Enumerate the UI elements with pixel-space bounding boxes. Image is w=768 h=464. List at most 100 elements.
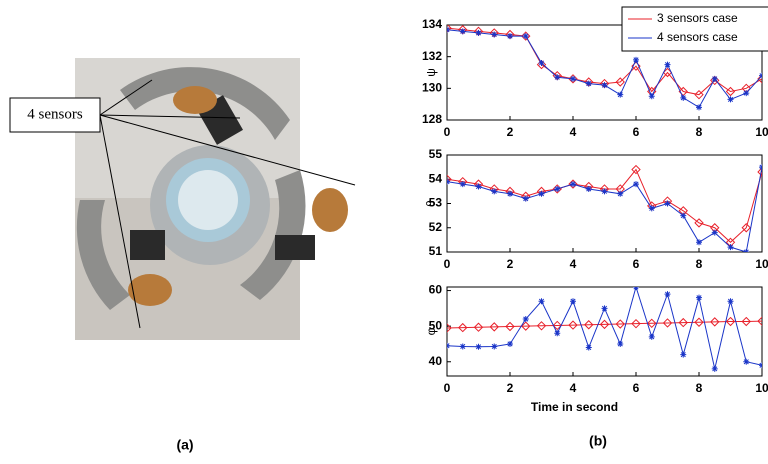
x-tick-label: 10: [755, 257, 768, 271]
marker: [615, 77, 625, 87]
marker: [759, 362, 762, 369]
y-tick-label: 53: [429, 196, 443, 210]
x-tick-label: 6: [633, 381, 640, 395]
marker: [631, 164, 641, 175]
marker: [473, 322, 484, 332]
marker: [601, 82, 608, 89]
x-tick-label: 2: [507, 257, 514, 271]
marker: [585, 185, 592, 192]
y-tick-label: 51: [429, 244, 443, 258]
marker: [759, 164, 762, 171]
y-tick-label: 50: [429, 318, 443, 332]
marker: [459, 28, 466, 35]
x-tick-label: 4: [570, 381, 577, 395]
marker: [489, 322, 499, 332]
marker: [554, 185, 561, 192]
marker: [711, 75, 718, 82]
y-axis-label: φ: [424, 327, 438, 335]
marker: [757, 316, 762, 326]
y-tick-label: 134: [422, 17, 442, 31]
marker: [633, 56, 639, 63]
marker: [505, 321, 515, 332]
marker: [680, 212, 687, 219]
marker: [617, 91, 624, 98]
marker: [536, 321, 547, 331]
marker: [507, 33, 513, 40]
marker: [648, 93, 655, 100]
marker: [584, 320, 594, 330]
series-line: [447, 320, 762, 329]
marker: [447, 178, 450, 185]
x-tick-label: 8: [696, 257, 703, 271]
marker: [570, 181, 576, 188]
y-tick-label: 130: [422, 81, 442, 95]
y-tick-label: 52: [429, 220, 443, 234]
marker: [522, 33, 529, 40]
marker: [648, 205, 655, 212]
marker: [538, 298, 545, 305]
marker: [507, 340, 513, 347]
y-axis-label: ψ: [424, 68, 438, 77]
annotation: 4 sensors: [27, 106, 83, 122]
marker: [648, 333, 655, 340]
panel-label: (a): [176, 437, 193, 453]
plot-area: [447, 164, 762, 252]
marker: [727, 244, 734, 251]
marker: [759, 72, 762, 79]
x-tick-label: 10: [755, 381, 768, 395]
marker: [696, 239, 702, 246]
marker: [727, 96, 734, 103]
marker: [694, 89, 704, 100]
marker: [491, 188, 498, 195]
x-tick-label: 8: [696, 381, 703, 395]
annotation-arrows: [99, 79, 356, 329]
marker: [521, 321, 531, 331]
marker: [554, 74, 561, 81]
x-tick-label: 2: [507, 381, 514, 395]
marker: [475, 183, 482, 190]
marker: [522, 316, 529, 323]
marker: [568, 74, 578, 84]
marker: [507, 190, 513, 197]
marker: [459, 343, 466, 350]
marker: [475, 29, 482, 36]
marker: [725, 316, 736, 327]
panel-label: (b): [589, 433, 607, 449]
marker: [647, 318, 657, 329]
marker: [757, 167, 762, 177]
marker: [757, 74, 762, 84]
plot-frame: [446, 286, 763, 377]
marker: [447, 25, 452, 33]
marker: [741, 316, 751, 327]
marker: [680, 351, 687, 358]
annotation-box: [9, 97, 101, 133]
marker: [601, 188, 608, 195]
x-tick-label: 0: [444, 381, 451, 395]
x-tick-label: 2: [507, 125, 514, 139]
marker: [664, 291, 671, 298]
marker: [631, 318, 641, 329]
marker: [538, 60, 545, 66]
plot-frame: [446, 154, 763, 253]
y-tick-label: 60: [429, 283, 443, 297]
y-tick-label: 132: [422, 49, 442, 63]
legend-box: [621, 6, 768, 52]
marker: [694, 317, 704, 327]
marker: [633, 181, 639, 188]
marker: [664, 200, 671, 207]
marker: [459, 181, 466, 188]
marker: [601, 305, 608, 312]
marker: [617, 340, 624, 347]
marker: [711, 365, 718, 372]
marker: [678, 317, 688, 328]
marker: [662, 318, 673, 328]
marker: [696, 294, 702, 301]
marker: [711, 229, 718, 236]
x-tick-label: 6: [633, 257, 640, 271]
marker: [725, 86, 736, 97]
marker: [664, 61, 671, 68]
marker: [447, 323, 452, 333]
marker: [491, 343, 498, 350]
